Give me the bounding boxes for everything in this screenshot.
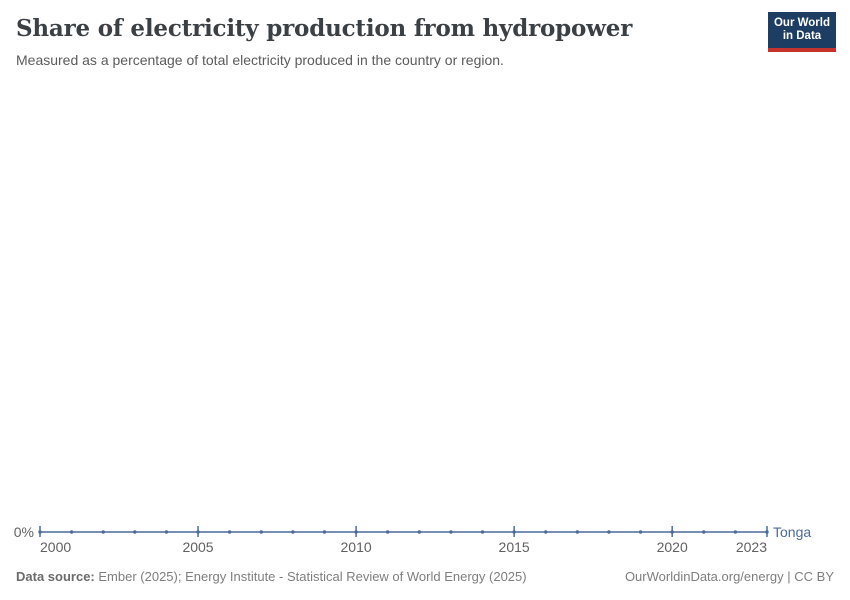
data-point[interactable] bbox=[259, 530, 263, 534]
data-point[interactable] bbox=[765, 530, 769, 534]
data-point[interactable] bbox=[544, 530, 548, 534]
data-point[interactable] bbox=[512, 530, 516, 534]
x-tick-label: 2023 bbox=[736, 539, 767, 555]
footer-credit: OurWorldinData.org/energy | CC BY bbox=[624, 569, 834, 584]
data-point[interactable] bbox=[101, 530, 105, 534]
data-point[interactable] bbox=[607, 530, 611, 534]
owid-logo-line2: in Data bbox=[782, 30, 822, 42]
data-point[interactable] bbox=[638, 530, 643, 534]
chart-title: Share of electricity production from hyd… bbox=[16, 15, 633, 42]
data-point[interactable] bbox=[575, 530, 580, 534]
series-label-tonga[interactable]: Tonga bbox=[773, 524, 811, 540]
data-point[interactable] bbox=[670, 530, 674, 534]
owid-logo-line1: Our World bbox=[773, 16, 830, 29]
data-point[interactable] bbox=[480, 530, 485, 534]
data-point[interactable] bbox=[291, 530, 295, 534]
data-point[interactable] bbox=[69, 530, 74, 534]
data-point[interactable] bbox=[449, 530, 453, 534]
data-point[interactable] bbox=[38, 530, 42, 534]
x-tick-label: 2000 bbox=[40, 539, 71, 555]
x-tick-label: 2005 bbox=[182, 539, 213, 555]
data-source: Data source: Ember (2025); Energy Instit… bbox=[16, 569, 527, 584]
data-point[interactable] bbox=[164, 530, 169, 534]
data-source-text: Ember (2025); Energy Institute - Statist… bbox=[98, 569, 527, 584]
data-point[interactable] bbox=[417, 530, 422, 534]
y-tick-label: 0% bbox=[14, 524, 34, 540]
data-point[interactable] bbox=[702, 530, 706, 534]
chart-footer: Data source: Ember (2025); Energy Instit… bbox=[16, 569, 834, 584]
x-tick-label: 2015 bbox=[499, 539, 530, 555]
owid-logo: Our World in Data bbox=[768, 12, 836, 52]
data-point[interactable] bbox=[133, 530, 137, 534]
data-point[interactable] bbox=[227, 530, 232, 534]
data-point[interactable] bbox=[385, 530, 390, 534]
x-tick-label: 2010 bbox=[341, 539, 372, 555]
x-tick-label: 2020 bbox=[657, 539, 688, 555]
chart-subtitle: Measured as a percentage of total electr… bbox=[16, 52, 504, 68]
data-point[interactable] bbox=[354, 530, 358, 534]
data-point[interactable] bbox=[733, 530, 738, 534]
data-source-label: Data source: bbox=[16, 569, 95, 584]
data-point[interactable] bbox=[322, 530, 327, 534]
data-point[interactable] bbox=[196, 530, 200, 534]
